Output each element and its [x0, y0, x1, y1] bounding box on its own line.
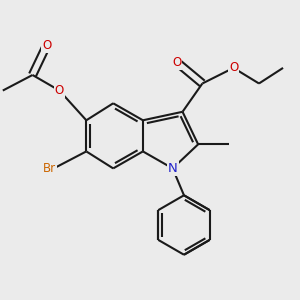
Text: O: O: [229, 61, 238, 74]
Text: Br: Br: [43, 162, 56, 175]
Text: O: O: [42, 39, 51, 52]
Text: O: O: [172, 56, 182, 69]
Text: O: O: [172, 56, 182, 69]
Text: Br: Br: [43, 162, 56, 175]
Text: O: O: [55, 84, 64, 97]
Text: O: O: [55, 84, 64, 97]
Text: O: O: [229, 61, 238, 74]
Text: O: O: [42, 39, 51, 52]
Text: N: N: [168, 162, 178, 175]
